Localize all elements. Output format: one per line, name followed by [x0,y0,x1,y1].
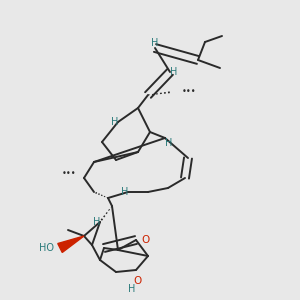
Text: O: O [141,235,149,245]
Text: H: H [170,67,177,77]
Text: HO: HO [39,243,54,253]
Text: H: H [121,187,128,197]
Text: O: O [134,276,142,286]
Text: H: H [111,117,118,127]
Text: H: H [151,38,159,48]
Text: •••: ••• [61,169,76,178]
Polygon shape [58,236,84,253]
Text: H: H [93,217,100,227]
Text: H: H [165,138,172,148]
Text: •••: ••• [182,88,196,97]
Text: H: H [128,284,136,294]
